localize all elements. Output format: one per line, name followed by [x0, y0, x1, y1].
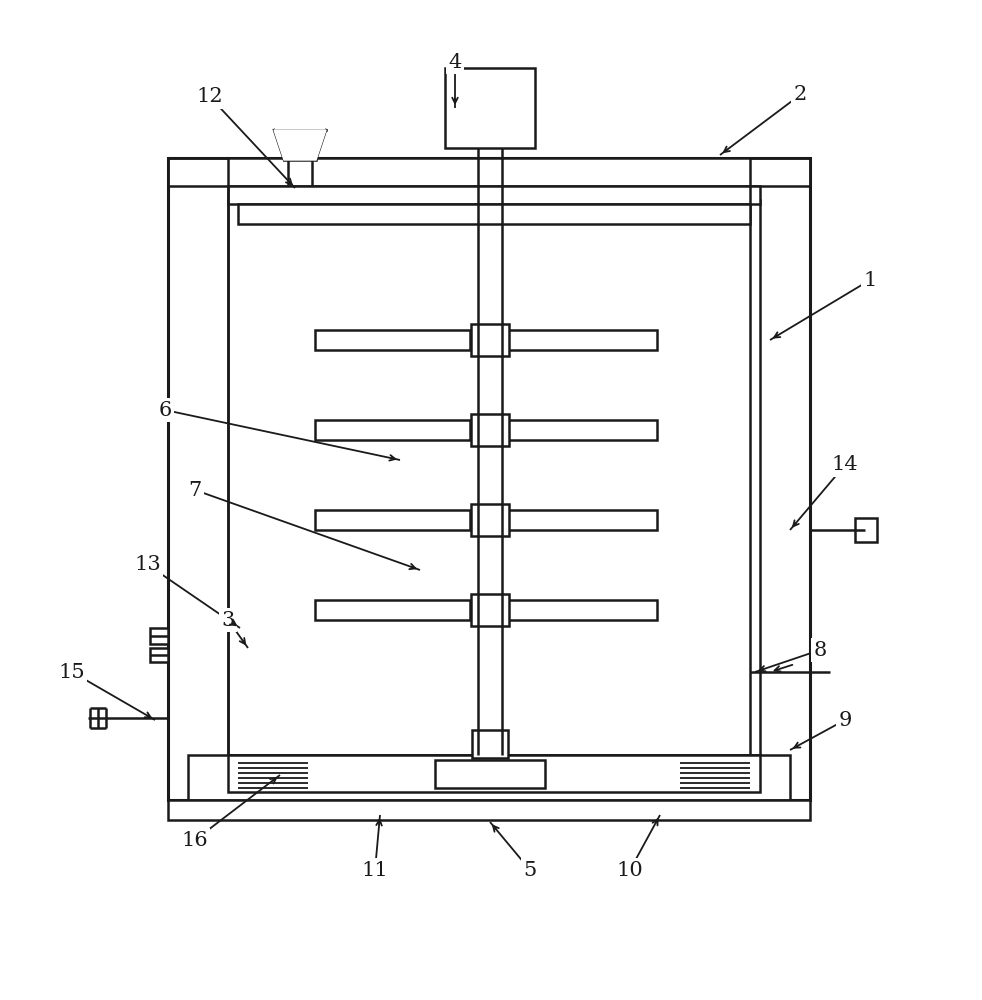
Text: 9: 9 [839, 710, 851, 730]
Text: 14: 14 [832, 456, 858, 475]
Bar [228, 186, 760, 204]
Bar [750, 158, 810, 800]
Bar [315, 330, 470, 350]
Text: 4: 4 [449, 52, 462, 72]
Bar [150, 628, 168, 644]
Bar [315, 420, 470, 440]
Text: 2: 2 [793, 86, 806, 104]
Bar [471, 414, 509, 446]
Text: 7: 7 [189, 481, 201, 499]
Bar [471, 504, 509, 536]
Text: 1: 1 [863, 270, 877, 290]
Bar [238, 204, 750, 224]
Text: 16: 16 [182, 830, 208, 850]
Bar [315, 600, 470, 620]
Bar [472, 730, 508, 758]
Bar [855, 518, 877, 542]
Text: 6: 6 [158, 400, 172, 420]
Bar [445, 68, 535, 148]
Bar [502, 600, 657, 620]
Polygon shape [274, 130, 326, 160]
Text: 10: 10 [617, 860, 643, 880]
Bar [150, 648, 168, 662]
Text: 11: 11 [361, 860, 388, 880]
Bar [315, 510, 470, 530]
Bar [502, 510, 657, 530]
Bar [471, 594, 509, 626]
Bar [168, 158, 228, 800]
Bar [471, 324, 509, 356]
Bar [502, 330, 657, 350]
Bar [188, 755, 790, 800]
Text: 5: 5 [523, 860, 536, 880]
Bar [228, 755, 760, 792]
Bar [168, 158, 810, 800]
Bar [168, 800, 810, 820]
Bar [168, 158, 810, 186]
Text: 3: 3 [221, 610, 235, 630]
Bar [502, 420, 657, 440]
Bar [435, 760, 545, 788]
Text: 8: 8 [813, 641, 827, 660]
Text: 12: 12 [196, 88, 223, 106]
Text: 13: 13 [135, 556, 161, 574]
Bar [228, 200, 760, 755]
Text: 15: 15 [59, 662, 85, 682]
